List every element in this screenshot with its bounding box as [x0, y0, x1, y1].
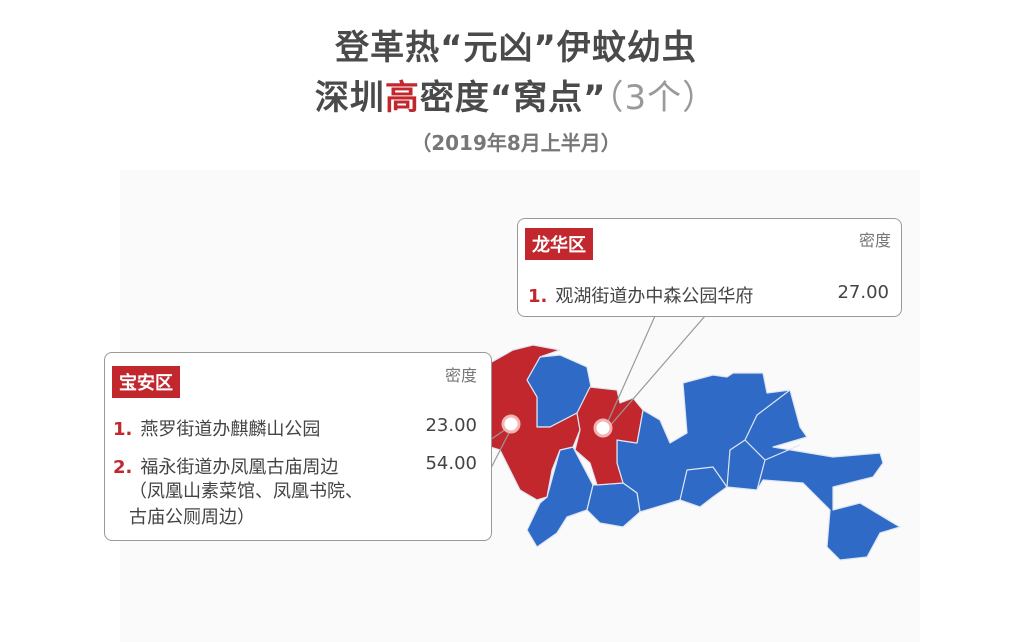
rank: 1. — [528, 286, 548, 307]
density-label: 密度 — [444, 366, 477, 385]
title-text: 密度“窝点” — [419, 78, 607, 118]
list-item: 1. 观湖街道办中森公园华府 — [528, 282, 753, 308]
district-tag: 龙华区 — [525, 228, 593, 260]
subtitle: （2019年8月上半月） — [411, 131, 621, 155]
list-item: 1. 燕罗街道办麒麟山公园 — [113, 415, 320, 441]
title-count: （3个） — [606, 78, 718, 118]
district-tag: 宝安区 — [112, 366, 180, 398]
callout-pointer — [607, 315, 706, 429]
title-line-1: 登革热“元凶”伊蚊幼虫 — [335, 28, 697, 68]
callout-pointer — [604, 315, 656, 429]
list-item: 2. 福永街道办凤凰古庙周边 — [113, 453, 338, 479]
density-label: 密度 — [858, 231, 891, 250]
district-border — [679, 466, 728, 501]
district-longhua — [574, 386, 644, 486]
density-value: 23.00 — [425, 415, 477, 436]
title-text: 深圳 — [314, 78, 385, 118]
location-name: 福永街道办凤凰古庙周边 — [140, 457, 339, 478]
district-luohu-longgang-region — [616, 372, 901, 561]
callout-longhua: 龙华区 密度 1. 观湖街道办中森公园华府 27.00 — [517, 218, 902, 317]
note-line: 古庙公厕周边） — [129, 507, 255, 528]
density-value: 27.00 — [837, 282, 889, 303]
callout-baoan: 宝安区 密度 1. 燕罗街道办麒麟山公园 23.00 2. 福永街道办凤凰古庙周边 … — [104, 352, 492, 541]
rank: 2. — [113, 457, 133, 478]
rank: 1. — [113, 419, 133, 440]
title-highlight: 高 — [384, 78, 420, 118]
location-name: 燕罗街道办麒麟山公园 — [140, 419, 321, 440]
district-nanshan — [526, 446, 594, 548]
district-futian — [586, 482, 641, 528]
density-value: 54.00 — [425, 453, 477, 474]
location-marker-longhua — [593, 418, 613, 438]
district-border — [764, 444, 801, 461]
location-note: （凤凰山素菜馆、凤凰书院、 古庙公厕周边） — [129, 479, 363, 531]
location-marker-baoan — [501, 414, 521, 434]
note-line: （凤凰山素菜馆、凤凰书院、 — [129, 481, 363, 502]
title-line-2: 深圳高密度“窝点”（3个） — [0, 70, 1032, 119]
location-name: 观湖街道办中森公园华府 — [555, 286, 754, 307]
callout-pointer — [489, 426, 513, 471]
